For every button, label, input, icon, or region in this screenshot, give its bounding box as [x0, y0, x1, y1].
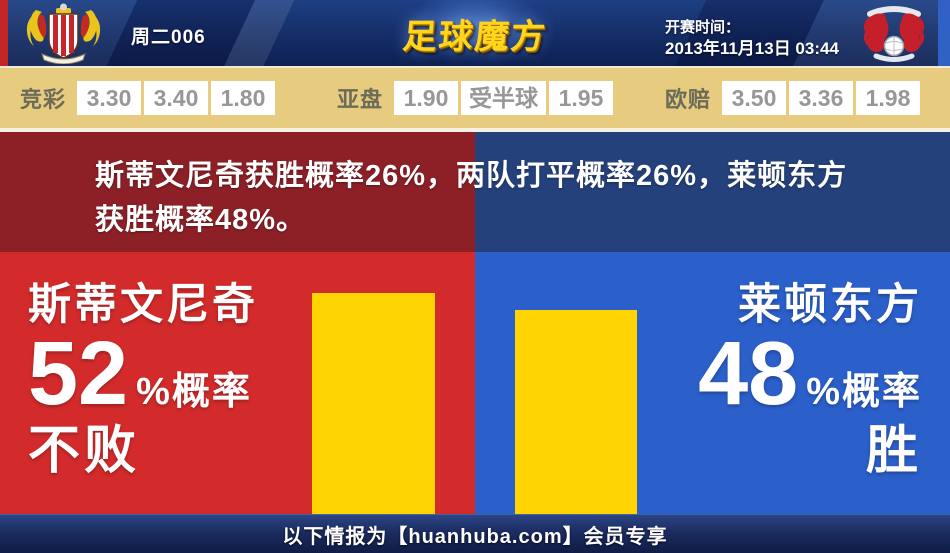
leyton-orient-crest — [863, 6, 925, 62]
left-red-edge — [0, 0, 8, 66]
away-outcome-label: 胜 — [865, 422, 922, 480]
away-team-name: 莱顿东方 — [738, 281, 922, 329]
probability-summary: 斯蒂文尼奇获胜概率26%，两队打平概率26%，莱顿东方 获胜概率48%。 — [95, 154, 905, 242]
odds-group-asian-handicap: 亚盘 1.90 受半球 1.95 — [336, 68, 614, 128]
odds-value-eu-draw: 3.36 — [789, 81, 853, 115]
home-team-name: 斯蒂文尼奇 — [28, 281, 258, 329]
home-probability-block: 斯蒂文尼奇 52 %概率 不败 — [28, 282, 258, 478]
odds-value-eu-home: 3.50 — [722, 81, 786, 115]
match-number-label: 周二006 — [131, 27, 206, 48]
odds-separator — [0, 128, 950, 132]
away-percent-row: 48 %概率 — [698, 324, 922, 424]
home-outcome-label: 不败 — [28, 422, 141, 480]
odds-label-jingcai: 竞彩 — [20, 87, 67, 112]
summary-line-1: 斯蒂文尼奇获胜概率26%，两队打平概率26%，莱顿东方 — [95, 160, 848, 192]
odds-value-ah-line: 受半球 — [461, 81, 547, 115]
probability-panel: 斯蒂文尼奇获胜概率26%，两队打平概率26%，莱顿东方 获胜概率48%。 斯蒂文… — [0, 132, 950, 514]
kickoff-info: 开赛时间： 2013年11月13日 03:44 — [665, 18, 839, 60]
odds-label-oupei: 欧赔 — [664, 87, 711, 112]
away-percent-value: 48 — [698, 324, 799, 424]
odds-value-ah-away: 1.95 — [549, 81, 614, 115]
kickoff-time: 2013年11月13日 03:44 — [665, 39, 839, 58]
kickoff-label: 开赛时间： — [665, 19, 741, 36]
summary-band-background — [0, 132, 950, 252]
site-logo-text: 足球魔方 — [401, 17, 549, 56]
home-percent-suffix: %概率 — [136, 371, 252, 413]
away-probability-block: 莱顿东方 48 %概率 胜 — [698, 282, 922, 478]
site-logo-area: 足球魔方 — [390, 0, 560, 66]
odds-label-yapan: 亚盘 — [336, 87, 384, 112]
home-percent-row: 52 %概率 — [28, 324, 258, 424]
odds-group-jingcai: 竞彩 3.30 3.40 1.80 — [20, 68, 276, 128]
odds-group-european: 欧赔 3.50 3.36 1.98 — [665, 68, 920, 128]
odds-value-jc-draw: 3.40 — [144, 81, 209, 115]
odds-value-jc-away: 1.80 — [211, 81, 276, 115]
home-percent-value: 52 — [28, 324, 129, 424]
right-blue-edge — [938, 0, 950, 66]
stevenage-crest — [26, 3, 101, 65]
odds-value-jc-home: 3.30 — [77, 81, 142, 115]
away-percent-suffix: %概率 — [806, 371, 922, 413]
header-separator — [0, 66, 950, 68]
odds-value-eu-away: 1.98 — [856, 81, 920, 115]
footer-bar: 以下情报为【huanhuba.com】会员专享 — [0, 514, 950, 553]
summary-line-2: 获胜概率48%。 — [95, 204, 307, 236]
footer-text: 以下情报为【huanhuba.com】会员专享 — [282, 525, 668, 548]
away-team-crest-icon — [854, 2, 934, 67]
header-bar: 周二006 足球魔方 开赛时间： 2013年11月13日 03:44 — [0, 0, 950, 66]
odds-bar: 竞彩 3.30 3.40 1.80 亚盘 1.90 受半球 1.95 欧赔 3.… — [0, 68, 950, 128]
home-team-crest-icon — [22, 2, 105, 69]
odds-value-ah-home: 1.90 — [394, 81, 459, 115]
away-prob-bar — [515, 310, 637, 514]
home-prob-bar — [312, 293, 435, 514]
panels-background — [0, 252, 950, 514]
